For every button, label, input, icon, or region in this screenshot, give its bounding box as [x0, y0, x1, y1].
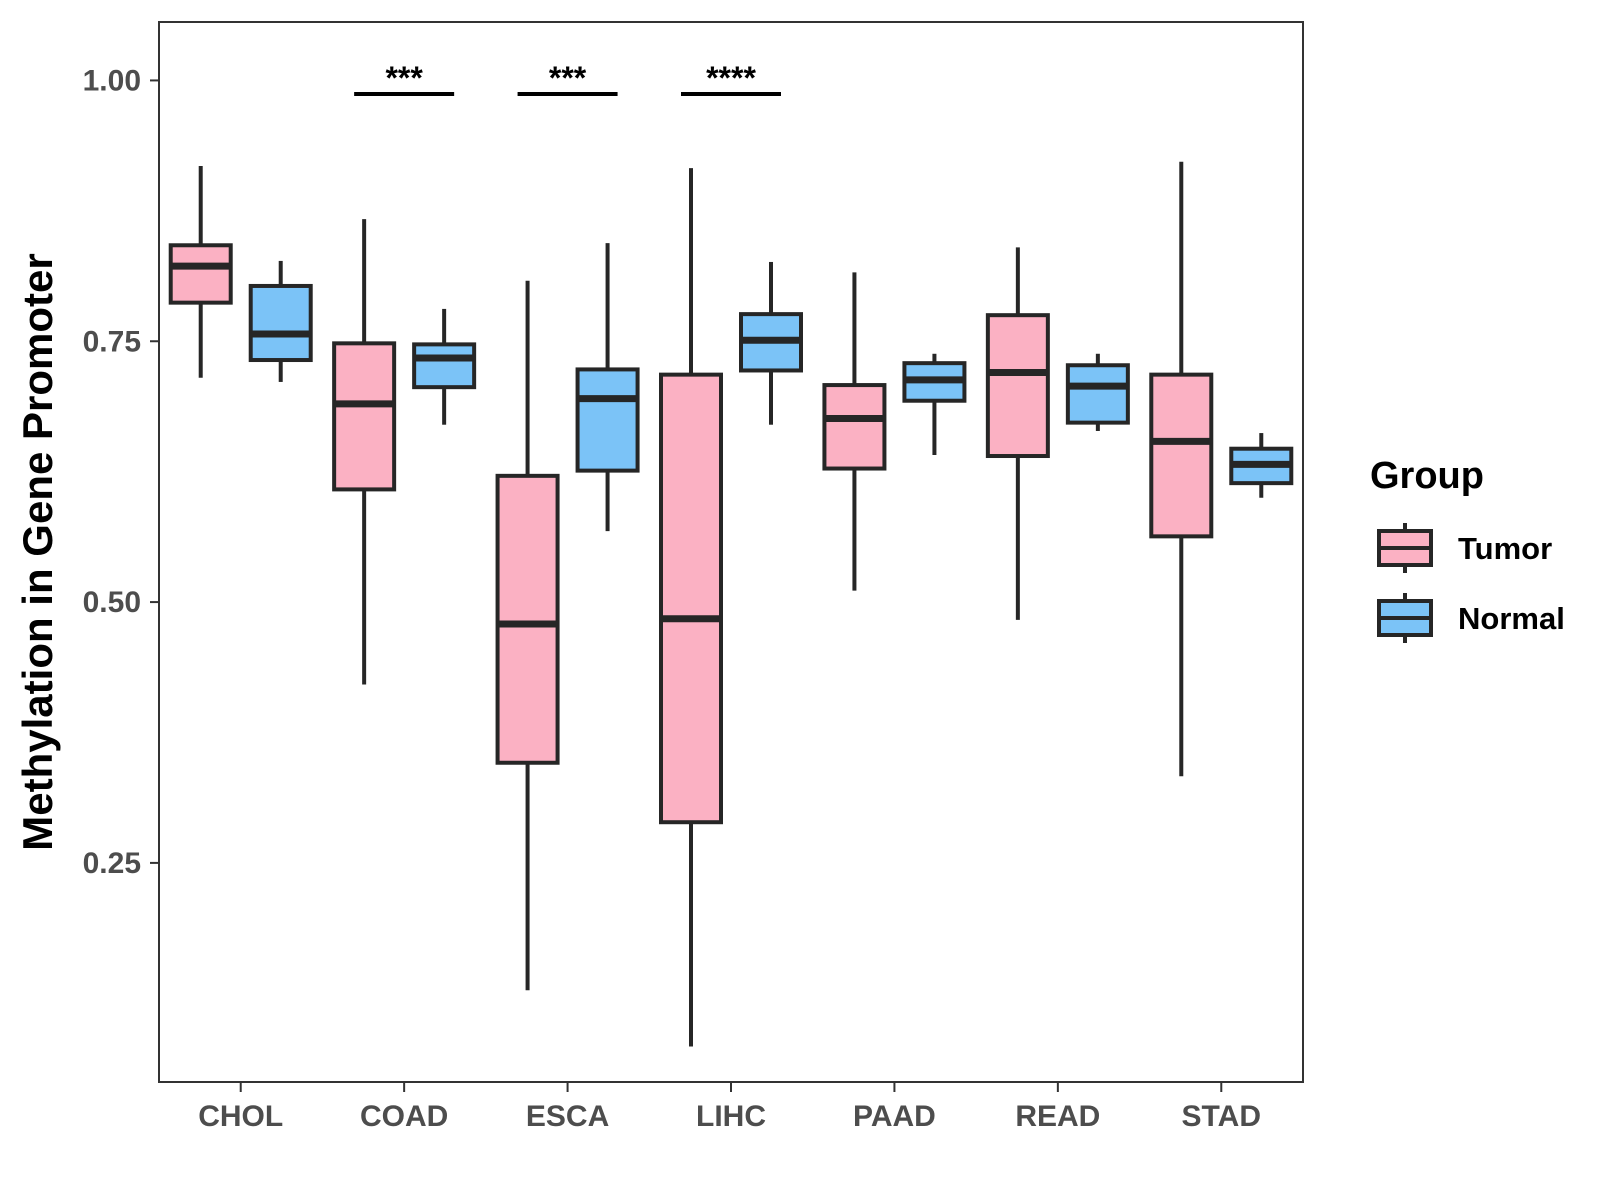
- y-tick-label: 0.50: [83, 586, 141, 619]
- x-tick-label-stad: STAD: [1182, 1100, 1261, 1133]
- x-tick-label-read: READ: [1015, 1100, 1100, 1133]
- box-normal-coad: [412, 342, 477, 390]
- box-tumor-read: [985, 313, 1050, 459]
- box-tumor-chol: [168, 243, 233, 305]
- x-tick-label-lihc: LIHC: [696, 1100, 766, 1133]
- y-axis-title: Methylation in Gene Promoter: [14, 253, 61, 850]
- box-normal-chol: [248, 283, 313, 363]
- box-tumor-esca: [495, 473, 560, 765]
- y-tick-label: 0.75: [83, 325, 141, 358]
- legend-title: Group: [1370, 455, 1484, 497]
- box-normal-read: [1065, 363, 1130, 425]
- significance-label-lihc: ****: [706, 60, 756, 96]
- x-tick-label-paad: PAAD: [853, 1100, 936, 1133]
- box-tumor-paad: [822, 383, 887, 471]
- legend: Group Tumor Normal: [1370, 455, 1565, 643]
- box-tumor-coad: [332, 341, 397, 492]
- legend-label-tumor: Tumor: [1458, 531, 1552, 566]
- x-tick-label-esca: ESCA: [526, 1100, 609, 1133]
- y-tick-label: 0.25: [83, 847, 141, 880]
- box-tumor-stad: [1149, 372, 1214, 539]
- significance-label-coad: ***: [385, 60, 423, 96]
- x-tick-label-chol: CHOL: [198, 1100, 283, 1133]
- x-tick-label-coad: COAD: [360, 1100, 448, 1133]
- plot-area: *** *** ****: [168, 60, 1294, 1047]
- significance-label-esca: ***: [549, 60, 587, 96]
- box-tumor-lihc: [659, 372, 723, 825]
- legend-label-normal: Normal: [1458, 601, 1565, 636]
- y-tick-label: 1.00: [83, 64, 141, 97]
- box-normal-esca: [575, 367, 640, 473]
- axes: 0.25 0.50 0.75 1.00 CHOL COAD ESCA LIHC PAAD READ…: [83, 64, 1261, 1133]
